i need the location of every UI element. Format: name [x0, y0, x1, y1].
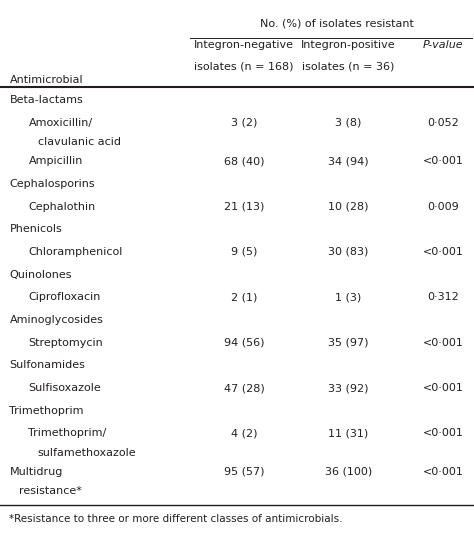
Text: 95 (57): 95 (57) [224, 467, 264, 477]
Text: 0·052: 0·052 [428, 118, 459, 128]
Text: <0·001: <0·001 [423, 247, 464, 257]
Text: Aminoglycosides: Aminoglycosides [9, 315, 103, 325]
Text: Cephalothin: Cephalothin [28, 201, 96, 212]
Text: Integron-negative: Integron-negative [194, 40, 294, 51]
Text: 21 (13): 21 (13) [224, 201, 264, 212]
Text: clavulanic acid: clavulanic acid [38, 137, 121, 147]
Text: P-value: P-value [423, 40, 464, 51]
Text: Cephalosporins: Cephalosporins [9, 179, 95, 189]
Text: Sulfonamides: Sulfonamides [9, 360, 85, 370]
Text: Trimethoprim/: Trimethoprim/ [28, 428, 107, 438]
Text: 11 (31): 11 (31) [328, 428, 368, 438]
Text: Trimethoprim: Trimethoprim [9, 406, 84, 416]
Text: 3 (8): 3 (8) [335, 118, 362, 128]
Text: Ciprofloxacin: Ciprofloxacin [28, 292, 101, 302]
Text: Beta-lactams: Beta-lactams [9, 95, 83, 105]
Text: 10 (28): 10 (28) [328, 201, 369, 212]
Text: Ampicillin: Ampicillin [28, 156, 83, 166]
Text: 0·009: 0·009 [428, 201, 459, 212]
Text: isolates (n = 168): isolates (n = 168) [194, 61, 294, 71]
Text: No. (%) of isolates resistant: No. (%) of isolates resistant [260, 19, 413, 29]
Text: 0·312: 0·312 [428, 292, 459, 302]
Text: <0·001: <0·001 [423, 428, 464, 438]
Text: Sulfisoxazole: Sulfisoxazole [28, 383, 101, 393]
Text: 33 (92): 33 (92) [328, 383, 369, 393]
Text: 47 (28): 47 (28) [224, 383, 264, 393]
Text: 30 (83): 30 (83) [328, 247, 369, 257]
Text: <0·001: <0·001 [423, 338, 464, 348]
Text: *Resistance to three or more different classes of antimicrobials.: *Resistance to three or more different c… [9, 514, 343, 524]
Text: 3 (2): 3 (2) [231, 118, 257, 128]
Text: Phenicols: Phenicols [9, 224, 62, 234]
Text: Antimicrobial: Antimicrobial [9, 75, 83, 85]
Text: 36 (100): 36 (100) [325, 467, 372, 477]
Text: Streptomycin: Streptomycin [28, 338, 103, 348]
Text: sulfamethoxazole: sulfamethoxazole [38, 448, 137, 457]
Text: Chloramphenicol: Chloramphenicol [28, 247, 123, 257]
Text: <0·001: <0·001 [423, 383, 464, 393]
Text: Multidrug: Multidrug [9, 467, 63, 477]
Text: 4 (2): 4 (2) [231, 428, 257, 438]
Text: <0·001: <0·001 [423, 156, 464, 166]
Text: isolates (n = 36): isolates (n = 36) [302, 61, 394, 71]
Text: 2 (1): 2 (1) [231, 292, 257, 302]
Text: resistance*: resistance* [19, 486, 82, 496]
Text: Amoxicillin/: Amoxicillin/ [28, 118, 92, 128]
Text: 68 (40): 68 (40) [224, 156, 264, 166]
Text: 1 (3): 1 (3) [335, 292, 362, 302]
Text: <0·001: <0·001 [423, 467, 464, 477]
Text: 34 (94): 34 (94) [328, 156, 369, 166]
Text: Quinolones: Quinolones [9, 269, 72, 280]
Text: Integron-positive: Integron-positive [301, 40, 396, 51]
Text: 94 (56): 94 (56) [224, 338, 264, 348]
Text: 9 (5): 9 (5) [231, 247, 257, 257]
Text: 35 (97): 35 (97) [328, 338, 369, 348]
